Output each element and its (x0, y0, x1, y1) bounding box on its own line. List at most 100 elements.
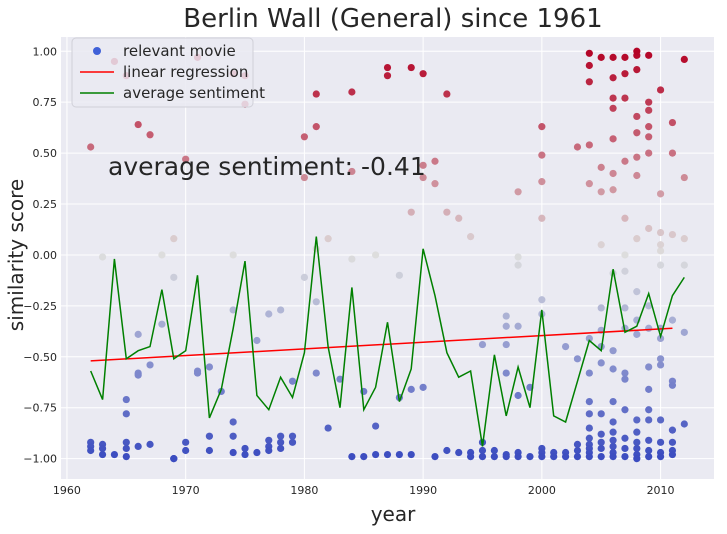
movie-point (561, 452, 570, 461)
movie-point (597, 163, 605, 171)
movie-point (383, 72, 392, 80)
movie-point (621, 444, 629, 453)
x-tick-label: 1990 (409, 484, 437, 497)
movie-point (656, 261, 665, 269)
movie-point (312, 123, 320, 131)
movie-point (656, 86, 665, 94)
movie-point (110, 450, 119, 459)
movie-point (170, 235, 178, 243)
movie-point (609, 452, 617, 461)
movie-point (300, 133, 308, 141)
movie-point (502, 322, 510, 330)
y-axis-label: similarity score (4, 179, 28, 331)
movie-point (668, 426, 677, 434)
y-tick-label: −0.25 (23, 300, 57, 313)
movie-point (431, 180, 439, 188)
movie-point (538, 452, 546, 461)
movie-point (277, 444, 285, 453)
movie-point (609, 418, 617, 426)
movie-point (550, 452, 558, 461)
movie-point (170, 273, 178, 281)
movie-point (597, 241, 605, 249)
movie-point (561, 343, 570, 351)
average-sentiment-annotation: average sentiment: -0.41 (108, 152, 426, 181)
movie-point (312, 298, 320, 306)
movie-point (158, 320, 166, 328)
movie-point (597, 53, 605, 61)
movie-point (621, 157, 629, 165)
movie-point (265, 436, 273, 444)
y-tick-label: −0.75 (23, 402, 57, 415)
movie-point (122, 410, 130, 418)
movie-point (585, 397, 593, 406)
movie-point (645, 123, 653, 131)
movie-point (253, 448, 261, 457)
movie-point (490, 452, 498, 461)
movie-point (609, 428, 617, 436)
movie-point (241, 450, 249, 459)
movie-point (122, 395, 130, 404)
movie-point (609, 74, 617, 82)
movie-point (597, 304, 605, 312)
movie-point (324, 235, 332, 243)
movie-point (372, 422, 380, 430)
y-tick-label: 0.50 (33, 147, 58, 160)
movie-point (621, 434, 629, 442)
movie-point (122, 444, 130, 453)
movie-point (146, 440, 154, 448)
movie-point (656, 438, 665, 446)
movie-point (609, 135, 617, 143)
movie-point (585, 424, 593, 432)
movie-point (419, 70, 427, 78)
movie-point (538, 296, 546, 304)
movie-point (645, 363, 653, 371)
movie-point (668, 450, 677, 459)
movie-point (668, 438, 677, 446)
movie-point (621, 304, 629, 312)
movie-point (609, 169, 617, 178)
tick-labels: 1960 1970 1980 1990 2000 2010 −1.00 −0.75 −0.50 −… (23, 45, 674, 497)
movie-point (609, 442, 617, 451)
y-tick-label: −0.50 (23, 351, 57, 364)
movie-point (597, 444, 605, 453)
movie-point (633, 153, 641, 161)
movie-point (205, 432, 214, 440)
movie-point (277, 438, 285, 446)
movie-point (633, 171, 641, 180)
x-tick-label: 2000 (528, 484, 556, 497)
movie-point (443, 446, 451, 455)
movie-point (98, 253, 107, 261)
movie-point (431, 452, 439, 461)
legend-marker (93, 47, 101, 55)
movie-point (573, 355, 582, 363)
movie-point (645, 51, 653, 59)
movie-point (538, 151, 546, 159)
movie-point (597, 188, 605, 196)
movie-point (526, 452, 534, 461)
movie-point (514, 452, 522, 461)
movie-point (383, 63, 392, 72)
movie-point (609, 436, 617, 444)
y-tick-label: 0.75 (33, 96, 58, 109)
movie-point (656, 190, 665, 198)
movie-point (502, 340, 510, 349)
movie-point (633, 288, 641, 296)
grid-lines (61, 37, 714, 479)
movie-point (668, 118, 677, 127)
movie-point (312, 245, 320, 253)
movie-point (585, 334, 593, 343)
movie-point (348, 452, 356, 461)
movie-point (98, 450, 107, 459)
movie-point (502, 452, 510, 461)
movie-point (134, 371, 142, 379)
movie-point (633, 330, 641, 338)
movie-point (680, 420, 688, 428)
movie-point (514, 261, 522, 269)
movie-point (597, 430, 605, 438)
movie-point (633, 235, 641, 243)
movie-point (621, 94, 629, 102)
movie-point (633, 112, 641, 121)
movie-point (633, 416, 641, 424)
movie-point (182, 155, 190, 163)
